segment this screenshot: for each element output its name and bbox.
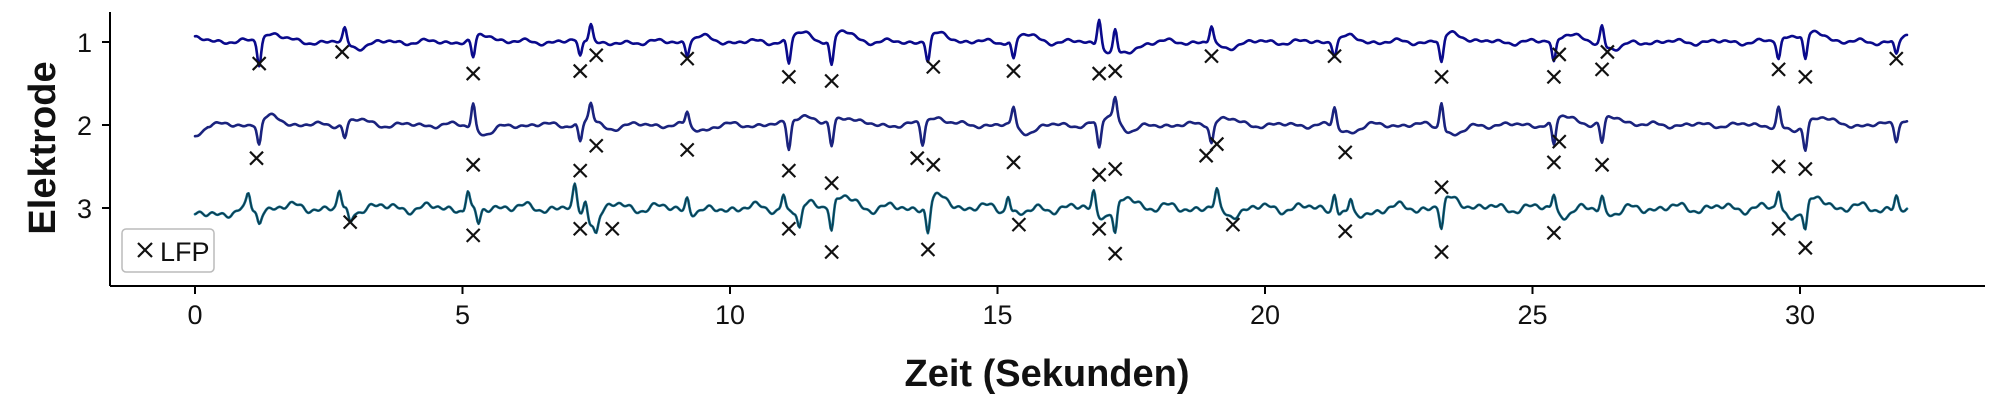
lfp-marker	[824, 73, 839, 89]
lfp-marker	[465, 66, 481, 81]
lfp-marker	[334, 44, 350, 60]
lfp-marker	[1327, 48, 1342, 64]
lfp-marker	[679, 51, 695, 66]
lfp-marker	[572, 221, 588, 237]
lfp-marker	[824, 175, 839, 191]
legend: LFP	[121, 228, 215, 273]
lfp-marker	[679, 142, 695, 158]
x-tick-label: 25	[1517, 300, 1547, 330]
legend-box	[121, 228, 215, 273]
x-tick-label: 30	[1785, 300, 1815, 330]
y-axis-label: Elektrode	[22, 61, 64, 234]
lfp-marker	[1551, 47, 1567, 62]
lfp-marker	[909, 150, 925, 166]
lfp-marker	[1107, 246, 1123, 261]
lfp-marker	[1771, 62, 1786, 77]
legend-marker-icon	[137, 242, 153, 258]
lfp-marker	[1225, 217, 1241, 232]
lfp-marker	[1771, 221, 1786, 237]
lfp-marker	[249, 150, 264, 166]
lfp-marker	[920, 242, 936, 257]
lfp-marker	[781, 163, 797, 178]
lfp-marker	[1107, 63, 1123, 79]
lfp-marker	[1798, 161, 1813, 177]
lfp-marker	[926, 157, 941, 173]
lfp-marker	[251, 56, 267, 71]
lfp-marker	[1091, 221, 1107, 237]
lfp-marker	[1546, 155, 1562, 170]
x-tick-label: 20	[1250, 300, 1280, 330]
x-tick-label: 15	[982, 300, 1012, 330]
electrode-2-trace	[193, 95, 1909, 152]
lfp-marker	[588, 48, 604, 63]
y-tick-label: 1	[77, 28, 92, 58]
markers-layer	[249, 44, 1904, 261]
lfp-marker	[1889, 51, 1904, 66]
x-axis-label: Zeit (Sekunden)	[904, 353, 1189, 395]
lfp-marker	[572, 63, 588, 79]
lfp-marker	[1798, 240, 1813, 256]
x-tick-label: 0	[187, 300, 202, 330]
lfp-marker	[1594, 62, 1610, 77]
lfp-marker	[1198, 148, 1214, 163]
lfp-marker	[1337, 223, 1353, 239]
lfp-marker	[1091, 167, 1107, 183]
lfp-marker	[1594, 157, 1610, 173]
lfp-marker	[1798, 69, 1813, 85]
electrode-3-trace-edge	[194, 181, 1908, 235]
lfp-marker	[465, 157, 481, 173]
lfp-marker	[1011, 217, 1027, 232]
x-ticks: 0 5 10 15 20 25 30	[187, 286, 1815, 330]
lfp-marker	[926, 59, 941, 75]
lfp-marker	[1434, 179, 1449, 195]
lfp-marker	[1006, 155, 1021, 170]
lfp-marker	[605, 221, 620, 237]
lfp-marker	[342, 214, 358, 230]
lfp-marker	[1546, 225, 1562, 241]
traces-layer	[193, 18, 1909, 235]
lfp-marker	[781, 221, 797, 237]
legend-label: LFP	[160, 237, 210, 267]
electrode-1-trace	[193, 18, 1909, 68]
y-tick-label: 3	[77, 194, 92, 224]
lfp-marker	[1771, 159, 1786, 174]
y-ticks: 1 2 3	[77, 28, 110, 224]
lfp-marker	[1551, 134, 1567, 149]
lfp-marker	[824, 244, 839, 260]
lfp-marker	[1434, 244, 1449, 260]
lfp-marker	[1600, 44, 1615, 60]
lfp-marker	[572, 163, 588, 178]
x-tick-label: 10	[715, 300, 745, 330]
lfp-marker	[1204, 48, 1219, 64]
lfp-marker	[1434, 69, 1449, 85]
lfp-marker	[588, 138, 604, 154]
lfp-marker	[1209, 136, 1225, 152]
lfp-marker	[465, 228, 481, 243]
lfp-marker	[1337, 145, 1353, 160]
y-tick-label: 2	[77, 111, 92, 141]
lfp-marker	[1091, 66, 1107, 81]
lfp-marker	[1107, 161, 1123, 177]
lfp-marker	[781, 69, 797, 85]
x-tick-label: 5	[455, 300, 470, 330]
lfp-marker	[1546, 69, 1562, 85]
lfp-marker	[1006, 63, 1021, 79]
